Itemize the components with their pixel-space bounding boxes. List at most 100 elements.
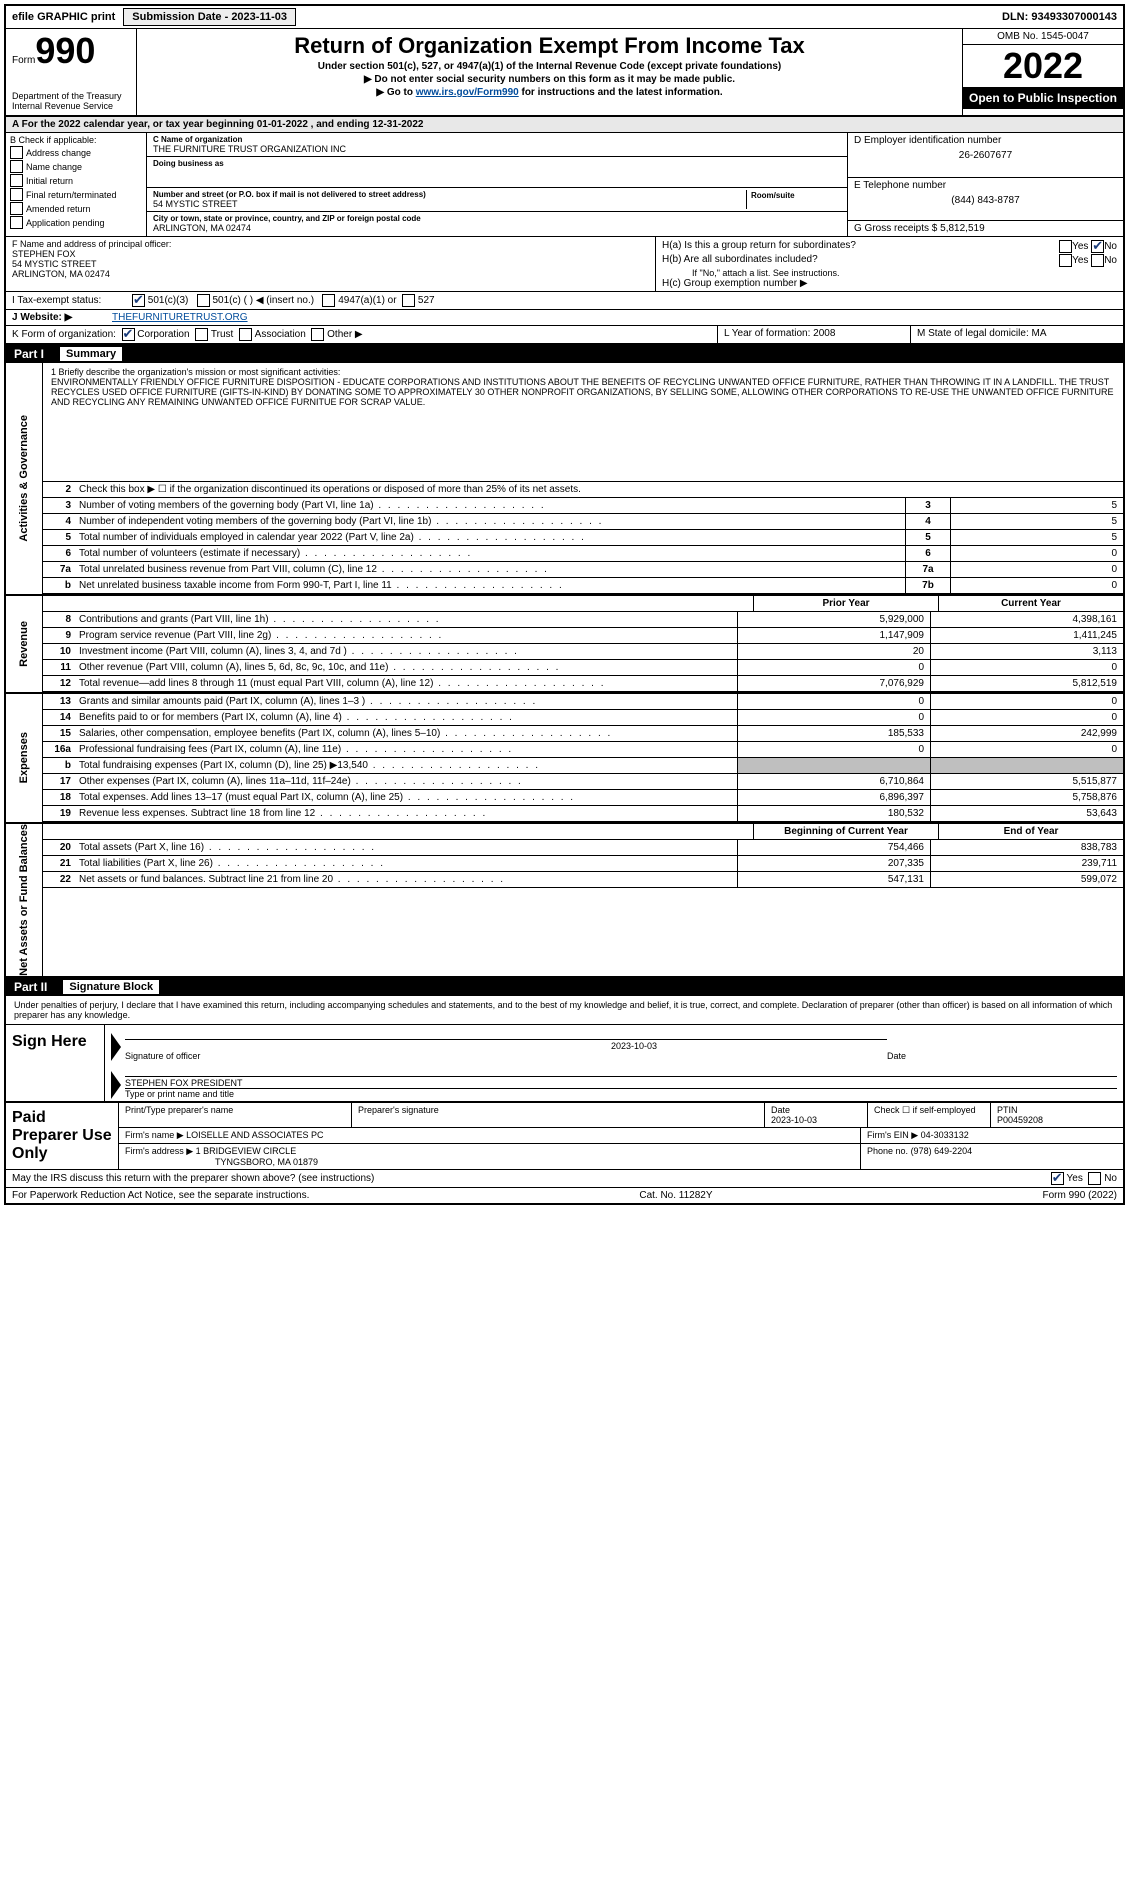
cb-501c[interactable] [197,294,210,307]
table-row: 9Program service revenue (Part VIII, lin… [43,628,1123,644]
prior-hdr: Prior Year [753,596,938,611]
governance-section: Activities & Governance 1 Briefly descri… [6,363,1123,596]
tax-year: 2022 [963,45,1123,87]
cb-501c3[interactable] [132,294,145,307]
discuss-no[interactable] [1088,1172,1101,1185]
prep-name-lbl: Print/Type preparer's name [119,1103,352,1127]
discuss-yes[interactable] [1051,1172,1064,1185]
cb-final[interactable] [10,188,23,201]
table-row: 6Total number of volunteers (estimate if… [43,546,1123,562]
k2: Trust [211,329,233,340]
end-hdr: End of Year [938,824,1123,839]
phone-val: (844) 843-8787 [854,195,1117,206]
self-emp: Check ☐ if self-employed [868,1103,991,1127]
paid-preparer: Paid Preparer Use Only [6,1103,119,1169]
blank [43,596,753,611]
expenses-section: Expenses 13Grants and similar amounts pa… [6,694,1123,824]
ha-no[interactable] [1091,240,1104,253]
m-val: MA [1032,328,1047,339]
cb-amended[interactable] [10,202,23,215]
cb-trust[interactable] [195,328,208,341]
opt-address: Address change [26,148,91,158]
pdate-lbl: Date [771,1105,790,1115]
table-row: 4Number of independent voting members of… [43,514,1123,530]
row-j: J Website: ▶ THEFURNITURETRUST.ORG [6,310,1123,326]
sig-officer-lbl: Signature of officer [125,1051,200,1061]
opt-initial: Initial return [26,176,73,186]
open-public: Open to Public Inspection [963,87,1123,109]
cb-pending[interactable] [10,216,23,229]
mission-lbl: 1 Briefly describe the organization's mi… [51,367,1115,377]
cb-other[interactable] [311,328,324,341]
hb-no[interactable] [1091,254,1104,267]
firm-ein: 04-3033132 [921,1130,969,1140]
cb-4947[interactable] [322,294,335,307]
cb-namechg[interactable] [10,160,23,173]
k1: Corporation [137,329,189,340]
subtitle-3: ▶ Go to www.irs.gov/Form990 for instruct… [145,87,954,98]
table-row: 7aTotal unrelated business revenue from … [43,562,1123,578]
sub3-pre: ▶ Go to [376,87,415,98]
org-name: THE FURNITURE TRUST ORGANIZATION INC [153,144,841,154]
begin-hdr: Beginning of Current Year [753,824,938,839]
hb-lbl: H(b) Are all subordinates included? [662,254,818,267]
cb-527[interactable] [402,294,415,307]
i-lbl: I Tax-exempt status: [12,295,132,306]
b-title: B Check if applicable: [10,135,142,145]
gross-val: 5,812,519 [940,223,985,234]
irs-label: Internal Revenue Service [12,101,130,111]
top-bar: efile GRAPHIC print Submission Date - 20… [6,6,1123,29]
cb-corp[interactable] [122,328,135,341]
part1-title: Summary [60,347,122,361]
table-row: 18Total expenses. Add lines 13–17 (must … [43,790,1123,806]
ha-yes[interactable] [1059,240,1072,253]
j-lbl: J Website: ▶ [12,312,112,323]
dept-treasury: Department of the Treasury [12,91,130,101]
website-link[interactable]: THEFURNITURETRUST.ORG [112,312,248,323]
cb-initial[interactable] [10,174,23,187]
table-row: 3Number of voting members of the governi… [43,498,1123,514]
na-vert: Net Assets or Fund Balances [18,824,30,976]
cb-address[interactable] [10,146,23,159]
submission-date-btn[interactable]: Submission Date - 2023-11-03 [123,8,296,26]
row-i: I Tax-exempt status: 501(c)(3) 501(c) ( … [6,292,1123,310]
firm-addr: 1 BRIDGEVIEW CIRCLE [196,1146,297,1156]
cb-assoc[interactable] [239,328,252,341]
prep-sig-lbl: Preparer's signature [352,1103,765,1127]
period-row: A For the 2022 calendar year, or tax yea… [6,117,1123,133]
table-row: 20Total assets (Part X, line 16)754,4668… [43,840,1123,856]
preparer-block: Paid Preparer Use Only Print/Type prepar… [6,1103,1123,1170]
officer-row: F Name and address of principal officer:… [6,237,1123,292]
i-s3: 4947(a)(1) or [338,295,396,306]
form-page: efile GRAPHIC print Submission Date - 20… [4,4,1125,1205]
sign-here: Sign Here [6,1025,105,1101]
arrow-icon [111,1033,121,1061]
i-s1: 501(c)(3) [148,295,189,306]
ptin-lbl: PTIN [997,1105,1018,1115]
header-row: Form990 Department of the Treasury Inter… [6,29,1123,117]
m-lbl: M State of legal domicile: [917,328,1029,339]
officer-name: STEPHEN FOX [12,249,649,259]
l2-desc: Check this box ▶ ☐ if the organization d… [75,482,1123,497]
table-row: 13Grants and similar amounts paid (Part … [43,694,1123,710]
i-s2: 501(c) ( ) ◀ (insert no.) [212,295,314,306]
netassets-section: Net Assets or Fund Balances Beginning of… [6,824,1123,978]
form-word: Form [12,55,35,66]
hb-yes[interactable] [1059,254,1072,267]
no-txt: No [1104,241,1117,252]
date-lbl: Date [887,1051,906,1061]
sign-date: 2023-10-03 [125,1041,887,1051]
efile-label: efile GRAPHIC print [12,11,115,23]
l-val: 2008 [813,328,835,339]
table-row: 10Investment income (Part VIII, column (… [43,644,1123,660]
year-box: OMB No. 1545-0047 2022 Open to Public In… [962,29,1123,115]
ha-lbl: H(a) Is this a group return for subordin… [662,240,856,253]
table-row: bTotal fundraising expenses (Part IX, co… [43,758,1123,774]
f-lbl: F Name and address of principal officer: [12,239,649,249]
firm-name: LOISELLE AND ASSOCIATES PC [186,1130,323,1140]
prep-phone: (978) 649-2204 [911,1146,973,1156]
foot-r: Form 990 (2022) [1043,1190,1117,1201]
street-val: 54 MYSTIC STREET [153,199,746,209]
form-id-box: Form990 Department of the Treasury Inter… [6,29,137,115]
irs-link[interactable]: www.irs.gov/Form990 [416,87,519,98]
